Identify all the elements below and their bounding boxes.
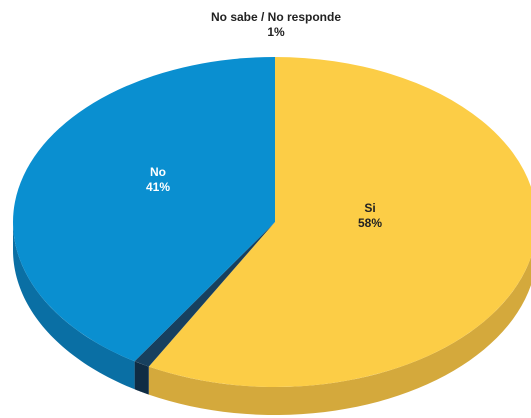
pie-side-si xyxy=(148,257,531,415)
pie-slice-no-sabe-no-responde xyxy=(134,222,275,367)
slice-value-si: 58% xyxy=(358,216,382,230)
pie-side-no-sabe-no-responde xyxy=(134,361,149,395)
pie-sides xyxy=(13,222,531,415)
pie-slices xyxy=(13,57,531,387)
slice-value-no-sabe: 1% xyxy=(267,25,285,39)
slice-value-no: 41% xyxy=(146,180,170,194)
pie-slice-si xyxy=(148,57,531,387)
slice-label-no: No xyxy=(150,165,166,179)
slice-label-si: Si xyxy=(364,201,375,215)
slice-label-no-sabe: No sabe / No responde xyxy=(211,10,341,24)
pie-side-no xyxy=(13,222,135,390)
pie-slice-no xyxy=(13,57,275,362)
